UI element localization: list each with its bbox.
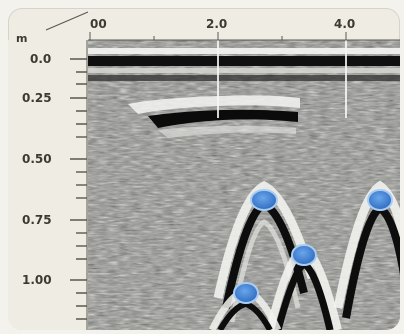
radar-figure-panel: m 00 2.0 4.0 0.0 0.25 0.50 0.75 1.00: [8, 8, 400, 330]
x-tick-label-1: 2.0: [206, 17, 227, 31]
target-marker: [367, 189, 393, 211]
depth-tick-label-4: 1.00: [22, 273, 52, 287]
depth-tick-label-3: 0.75: [22, 213, 52, 227]
target-markers: [233, 189, 393, 304]
radargram-figure: m 00 2.0 4.0 0.0 0.25 0.50 0.75 1.00: [8, 11, 400, 330]
depth-axis-ticks: [70, 58, 87, 320]
depth-tick-label-0: 0.0: [30, 52, 51, 66]
x-tick-label-0: 00: [90, 17, 107, 31]
depth-tick-label-1: 0.25: [22, 91, 52, 105]
x-axis-ticks: [89, 32, 347, 40]
target-marker: [291, 244, 317, 266]
target-marker: [250, 189, 278, 211]
x-tick-label-2: 4.0: [334, 17, 355, 31]
depth-unit-label: m: [16, 32, 27, 45]
depth-tick-label-2: 0.50: [22, 152, 52, 166]
target-marker: [233, 282, 259, 304]
